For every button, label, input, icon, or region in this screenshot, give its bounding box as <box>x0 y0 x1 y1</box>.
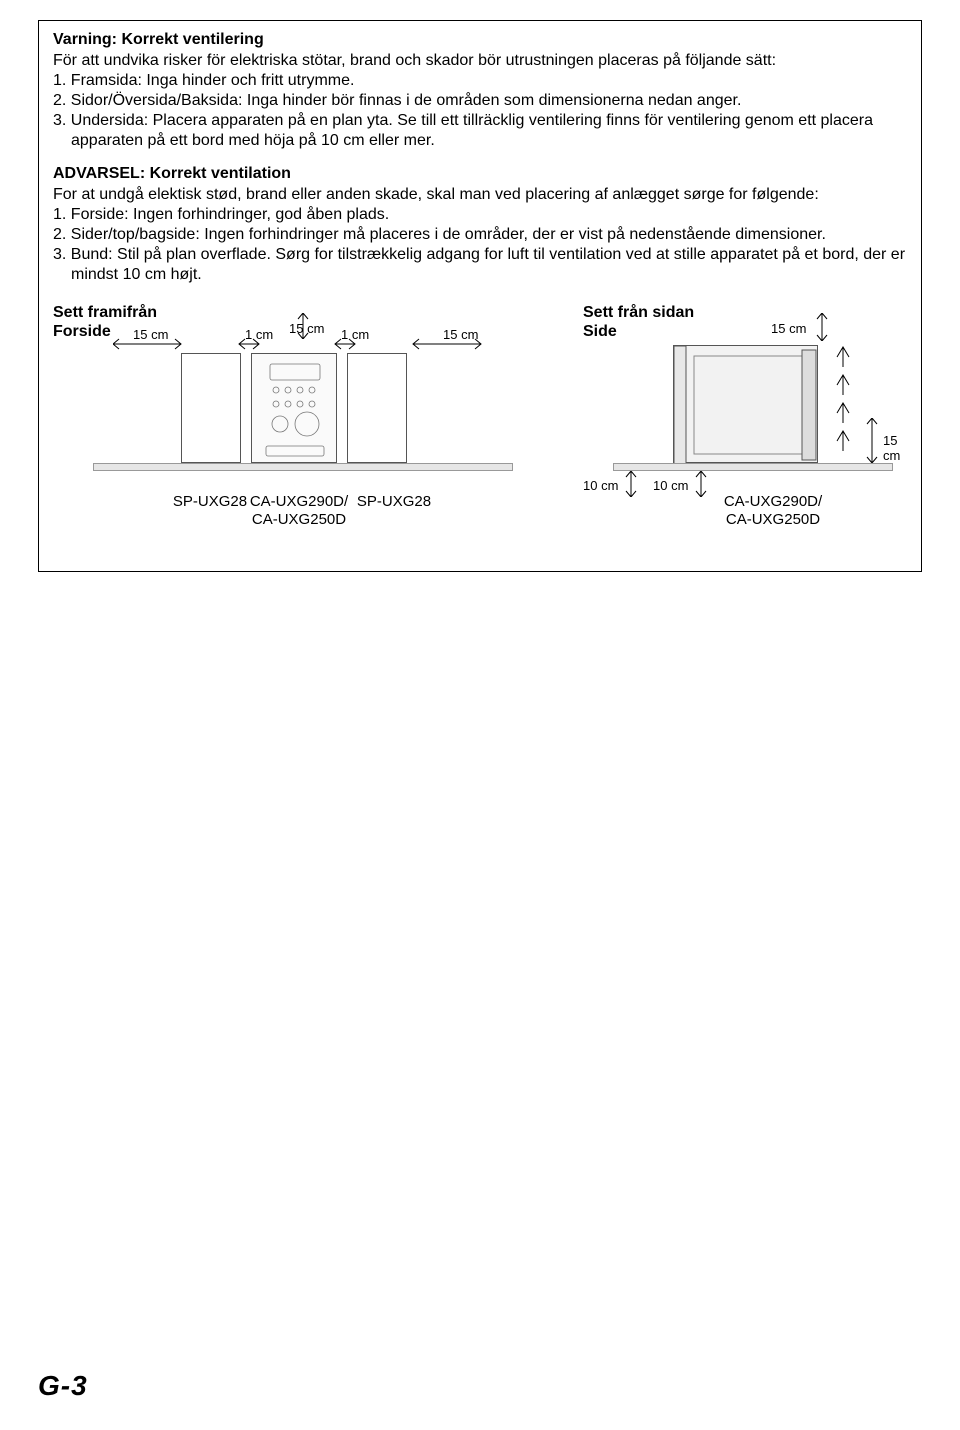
danish-intro: For at undgå elektisk stød, brand eller … <box>53 185 907 205</box>
danish-item-2: 2. Sider/top/bagside: Ingen forhindringe… <box>53 225 907 245</box>
model-unit-front: CA-UXG290D/ CA-UXG250D <box>249 493 349 529</box>
speaker-left-icon <box>181 353 241 463</box>
danish-block: ADVARSEL: Korrekt ventilation For at und… <box>53 165 907 285</box>
main-unit-side-icon <box>673 345 818 463</box>
shelf-front-icon <box>93 463 513 471</box>
model-unit-front-2: CA-UXG250D <box>252 511 346 528</box>
side-dim-top-15: 15 cm <box>771 321 806 336</box>
front-dim-arrows-icon <box>113 337 493 351</box>
danish-item-3-cont: mindst 10 cm højt. <box>53 265 907 285</box>
side-title-2: Side <box>583 322 617 341</box>
model-speaker-right: SP-UXG28 <box>349 493 439 511</box>
front-title-1: Sett framifrån <box>53 303 157 322</box>
model-unit-side-2: CA-UXG250D <box>726 511 820 528</box>
dim-right-1: 1 cm <box>341 327 369 342</box>
side-dim-10-left: 10 cm <box>583 478 618 493</box>
swedish-item-3: 3. Undersida: Placera apparaten på en pl… <box>53 111 907 131</box>
side-10-right-arrow-icon <box>693 471 709 497</box>
model-unit-side: CA-UXG290D/ CA-UXG250D <box>713 493 833 529</box>
side-dim-10-right: 10 cm <box>653 478 688 493</box>
swedish-item-3-cont: apparaten på ett bord med höja på 10 cm … <box>53 131 907 151</box>
shelf-side-icon <box>613 463 893 471</box>
swedish-heading: Varning: Korrekt ventilering <box>53 31 907 49</box>
side-right-arrows-icon <box>835 345 851 463</box>
content-frame: Varning: Korrekt ventilering För att und… <box>38 20 922 572</box>
swedish-item-1: 1. Framsida: Inga hinder och fritt utrym… <box>53 71 907 91</box>
swedish-intro: För att undvika risker för elektriska st… <box>53 51 907 71</box>
swedish-item-2: 2. Sidor/Översida/Baksida: Inga hinder b… <box>53 91 907 111</box>
model-unit-side-1: CA-UXG290D/ <box>724 493 822 510</box>
diagram-area: Sett framifrån Forside Sett från sidan S… <box>53 303 907 553</box>
side-right-15-arrow-icon <box>863 418 881 463</box>
model-unit-front-1: CA-UXG290D/ <box>250 493 348 510</box>
danish-heading: ADVARSEL: Korrekt ventilation <box>53 165 907 183</box>
side-10-left-arrow-icon <box>623 471 639 497</box>
main-unit-front-icon <box>251 353 337 463</box>
front-title-2: Forside <box>53 322 111 341</box>
swedish-block: Varning: Korrekt ventilering För att und… <box>53 31 907 151</box>
dim-top-15: 15 cm <box>289 321 324 336</box>
side-dim-right-15: 15 cm <box>883 433 907 463</box>
dim-right-15: 15 cm <box>443 327 478 342</box>
dim-left-1: 1 cm <box>245 327 273 342</box>
side-title-1: Sett från sidan <box>583 303 694 322</box>
danish-item-3: 3. Bund: Stil på plan overflade. Sørg fo… <box>53 245 907 265</box>
model-speaker-left: SP-UXG28 <box>165 493 255 511</box>
side-top-arrow-icon <box>813 313 831 341</box>
unit-front-detail-icon <box>252 354 338 464</box>
speaker-right-icon <box>347 353 407 463</box>
page-number: G-3 <box>38 1370 88 1402</box>
dim-left-15: 15 cm <box>133 327 168 342</box>
unit-side-detail-icon <box>674 346 819 464</box>
danish-item-1: 1. Forside: Ingen forhindringer, god åbe… <box>53 205 907 225</box>
